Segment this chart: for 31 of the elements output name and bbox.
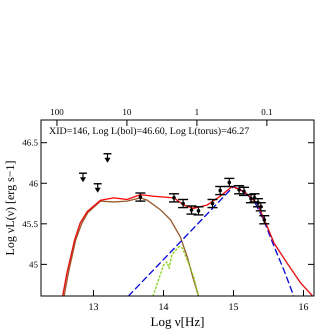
x-tick-label: 16 bbox=[298, 302, 308, 313]
point bbox=[249, 196, 253, 200]
point bbox=[94, 188, 101, 193]
point bbox=[242, 190, 246, 194]
x2-tick-label: 0.1 bbox=[261, 107, 272, 117]
y-tick-label: 45 bbox=[29, 259, 38, 270]
point bbox=[196, 209, 200, 213]
x-tick-label: 14 bbox=[158, 302, 168, 313]
annotation: XID=146, Log L(bol)=46.60, Log L(torus)=46.27 bbox=[49, 126, 250, 137]
y-tick-label: 46 bbox=[29, 178, 38, 188]
y-tick-label: 46.5 bbox=[22, 138, 38, 148]
x2-tick-label: 100 bbox=[50, 107, 64, 117]
point bbox=[210, 202, 214, 206]
point bbox=[80, 177, 86, 182]
point bbox=[228, 180, 232, 184]
x-axis-title: Log ν[Hz] bbox=[150, 314, 204, 329]
point bbox=[181, 202, 185, 206]
line-series bbox=[62, 186, 313, 296]
y-axis-title: Log νL(ν) [erg s−1] bbox=[3, 160, 17, 256]
point bbox=[172, 196, 176, 200]
x-tick-label: 15 bbox=[228, 302, 238, 313]
x2-tick-label: 1 bbox=[194, 107, 200, 117]
x-tick-label: 13 bbox=[88, 302, 98, 313]
line-series bbox=[128, 186, 294, 296]
point bbox=[104, 158, 110, 163]
point bbox=[190, 208, 194, 212]
x2-tick-label: 10 bbox=[122, 107, 132, 117]
line-series bbox=[152, 246, 200, 296]
point bbox=[218, 188, 222, 192]
y-tick-label: 45.5 bbox=[22, 218, 38, 229]
point bbox=[138, 195, 142, 199]
